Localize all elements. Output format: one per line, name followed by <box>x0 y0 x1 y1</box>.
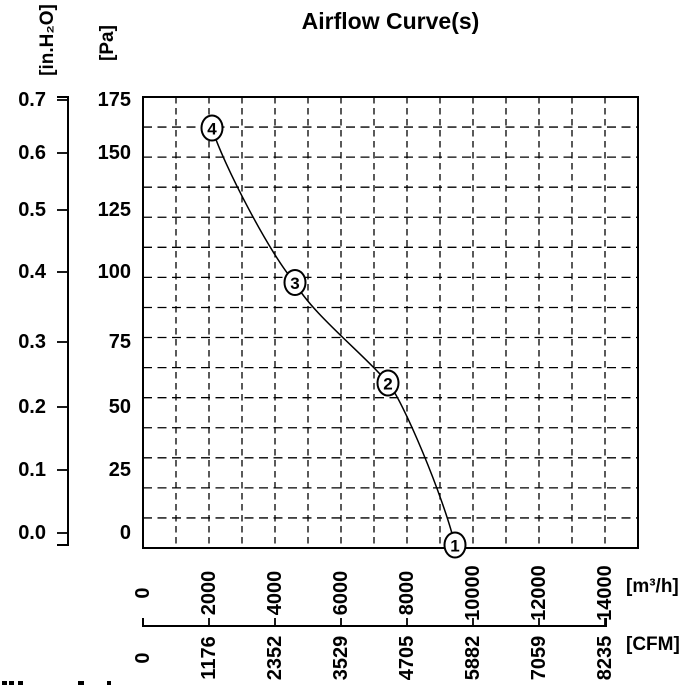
cfm-tick-label: 1176 <box>198 636 220 680</box>
pa-tick-label: 25 <box>108 459 131 481</box>
inh2o-tick-label: 0.1 <box>18 459 46 481</box>
cfm-tick-label: 3529 <box>330 635 352 681</box>
inh2o-tick-label: 0.3 <box>18 331 46 353</box>
point-marker-ellipse <box>443 531 467 559</box>
m3h-tick-label: 4000 <box>264 570 286 616</box>
cfm-tick-label: 8235 <box>594 635 616 681</box>
pa-tick-label: 75 <box>108 331 131 353</box>
inh2o-tick-label: 0.0 <box>18 522 46 544</box>
inh2o-tick-label: 0.5 <box>18 199 46 221</box>
inh2o-tick-label: 0.2 <box>18 396 46 418</box>
m3h-tick-label: 14000 <box>594 565 616 621</box>
m3h-tick-label: 10000 <box>462 565 484 621</box>
inh2o-tick-label: 0.6 <box>18 142 46 164</box>
x-axis-unit-cfm: [CFM] <box>626 634 680 655</box>
point-marker-ellipse <box>283 269 307 296</box>
plot-border <box>142 96 639 549</box>
pa-tick-label: 100 <box>97 261 131 283</box>
point-marker-ellipse <box>200 114 224 142</box>
point-marker-number: 4 <box>207 120 217 139</box>
point-marker-ellipse <box>376 369 400 397</box>
cfm-tick-label: 0 <box>132 652 154 664</box>
cfm-tick-label: 5882 <box>462 635 484 681</box>
pa-tick-label: 50 <box>108 396 131 418</box>
pa-tick-label: 125 <box>97 199 131 221</box>
inh2o-tick-label: 0.4 <box>18 261 46 283</box>
m3h-tick-label: 0 <box>132 587 154 599</box>
inh2o-tick-label: 0.7 <box>18 89 46 111</box>
m3h-tick-label: 12000 <box>528 565 550 621</box>
chart-title: Airflow Curve(s) <box>301 8 480 34</box>
point-marker-number: 3 <box>290 274 299 293</box>
cfm-tick-label: 4705 <box>396 635 418 681</box>
cfm-tick-label: 7059 <box>528 635 550 681</box>
m3h-tick-label: 2000 <box>198 570 220 616</box>
airflow-curve <box>211 127 456 546</box>
point-marker-number: 1 <box>450 537 459 556</box>
cfm-tick-label: 2352 <box>264 635 286 681</box>
m3h-tick-label: 6000 <box>330 570 352 616</box>
point-marker-number: 2 <box>383 375 392 394</box>
inh2o-axis-line <box>57 96 69 546</box>
x-axis-unit-m3h: [m³/h] <box>626 576 679 597</box>
m3h-tick-label: 8000 <box>396 570 418 616</box>
pa-tick-label: 0 <box>119 522 131 544</box>
pa-tick-label: 175 <box>97 89 131 111</box>
pa-tick-label: 150 <box>97 142 131 164</box>
